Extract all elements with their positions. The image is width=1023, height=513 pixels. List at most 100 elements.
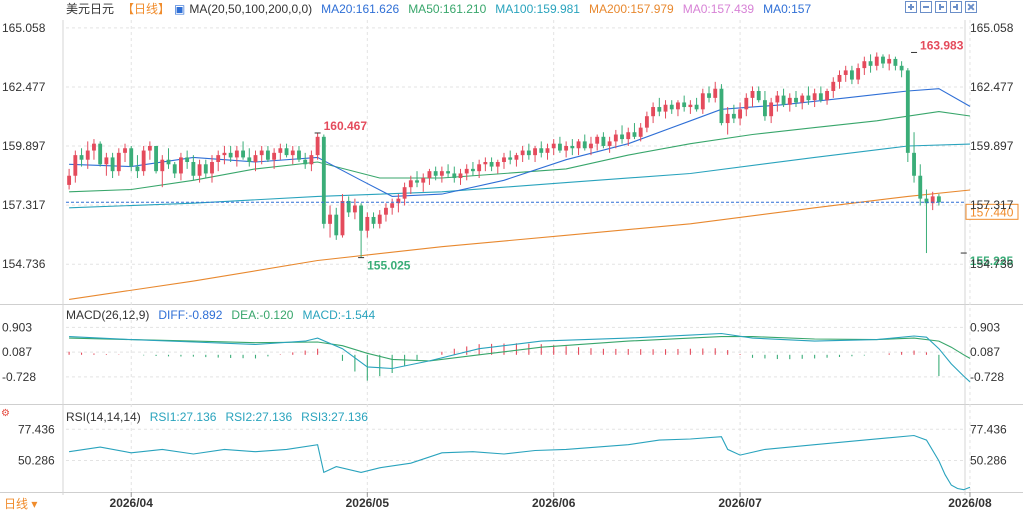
candle-body bbox=[359, 205, 364, 231]
candle bbox=[682, 95, 687, 112]
candle-body bbox=[365, 216, 370, 231]
candle bbox=[427, 168, 432, 185]
chevron-down-icon: ▾ bbox=[31, 497, 38, 511]
candle bbox=[849, 65, 854, 85]
period-tag[interactable]: 【日线】 bbox=[122, 2, 171, 16]
candle-body bbox=[651, 107, 656, 117]
candle bbox=[912, 132, 916, 183]
candle-body bbox=[831, 81, 836, 91]
candle-body bbox=[471, 168, 475, 172]
candle bbox=[893, 56, 898, 71]
candle bbox=[533, 145, 537, 162]
macd-tick-label: 0.903 bbox=[970, 320, 1000, 334]
ma-settings-icon[interactable]: ▣ bbox=[174, 2, 186, 16]
low-label: 155.225 bbox=[970, 254, 1014, 268]
candle bbox=[147, 141, 152, 160]
candle bbox=[464, 164, 469, 181]
candle bbox=[738, 102, 743, 126]
candle bbox=[110, 152, 115, 179]
candle bbox=[352, 198, 357, 220]
zoom-in-icon[interactable] bbox=[905, 1, 917, 13]
candle bbox=[141, 145, 146, 176]
gear-icon[interactable]: ⚙ bbox=[1, 408, 10, 419]
legend-item: MACD(26,12,9) bbox=[66, 308, 150, 322]
candle bbox=[241, 141, 245, 160]
candle-body bbox=[234, 150, 239, 158]
candle bbox=[79, 148, 84, 167]
candle bbox=[831, 77, 836, 98]
candle-body bbox=[806, 95, 811, 101]
candle-body bbox=[607, 141, 612, 146]
low-label: 155.025 bbox=[367, 259, 411, 273]
candle-body bbox=[626, 132, 631, 140]
candle-body bbox=[818, 93, 823, 101]
candle bbox=[669, 100, 674, 114]
candle bbox=[557, 136, 562, 153]
candle-body bbox=[408, 180, 413, 188]
candle-body bbox=[545, 148, 550, 153]
candle-body bbox=[241, 150, 245, 158]
candle-body bbox=[185, 157, 190, 162]
candle-body bbox=[278, 148, 283, 153]
candle-body bbox=[899, 65, 904, 71]
candle-body bbox=[203, 164, 208, 174]
candle bbox=[365, 212, 370, 238]
candle bbox=[92, 139, 96, 160]
candle-body bbox=[259, 150, 264, 156]
candle bbox=[632, 123, 637, 140]
macd-tick-label: -0.728 bbox=[970, 370, 1004, 384]
scroll-left-icon[interactable] bbox=[935, 1, 947, 13]
candle bbox=[924, 189, 929, 254]
zoom-out-icon[interactable] bbox=[920, 1, 932, 13]
candle-body bbox=[179, 157, 183, 174]
candle bbox=[825, 88, 829, 105]
candle bbox=[272, 148, 277, 169]
candle bbox=[216, 150, 221, 172]
candle bbox=[526, 143, 531, 160]
candle-body bbox=[794, 97, 798, 103]
candle-body bbox=[719, 88, 724, 124]
candle-body bbox=[104, 157, 109, 165]
candle bbox=[340, 194, 345, 238]
candle-body bbox=[315, 136, 320, 156]
candle-body bbox=[92, 143, 96, 151]
candle-body bbox=[265, 150, 270, 160]
scroll-right-icon[interactable] bbox=[950, 1, 962, 13]
last-price-label: 157.440 bbox=[970, 205, 1014, 219]
ma20-line bbox=[69, 88, 971, 197]
candle bbox=[471, 162, 475, 176]
candle bbox=[489, 157, 494, 172]
candle-body bbox=[756, 91, 761, 101]
candle bbox=[620, 125, 624, 144]
candle-body bbox=[707, 93, 711, 98]
candle bbox=[210, 155, 214, 183]
candle-body bbox=[502, 157, 506, 162]
candle-body bbox=[222, 152, 227, 156]
candle-body bbox=[110, 157, 115, 172]
y-tick-label: 162.477 bbox=[2, 80, 46, 94]
candle bbox=[185, 150, 190, 169]
x-tick-label: 2026/06 bbox=[532, 496, 576, 510]
candle bbox=[887, 54, 892, 71]
candle-body bbox=[489, 162, 494, 167]
candle-body bbox=[582, 141, 587, 149]
candle-body bbox=[589, 143, 593, 149]
candle-body bbox=[439, 171, 444, 176]
candle bbox=[371, 212, 376, 229]
legend-item: MA20:161.626 bbox=[321, 2, 400, 16]
candle-body bbox=[141, 150, 146, 172]
candle-body bbox=[116, 152, 121, 172]
candle-body bbox=[508, 157, 513, 160]
candle bbox=[98, 141, 103, 167]
close-icon[interactable] bbox=[965, 1, 977, 13]
candle bbox=[328, 205, 332, 238]
candle bbox=[259, 145, 264, 165]
candle bbox=[595, 134, 600, 151]
period-switch-button[interactable]: 日线 ▾ bbox=[4, 495, 37, 512]
candle bbox=[688, 100, 693, 114]
candle bbox=[694, 97, 699, 112]
rsi-tick-label: 50.286 bbox=[18, 454, 55, 468]
ma200-line bbox=[69, 189, 971, 300]
candle bbox=[812, 88, 817, 108]
